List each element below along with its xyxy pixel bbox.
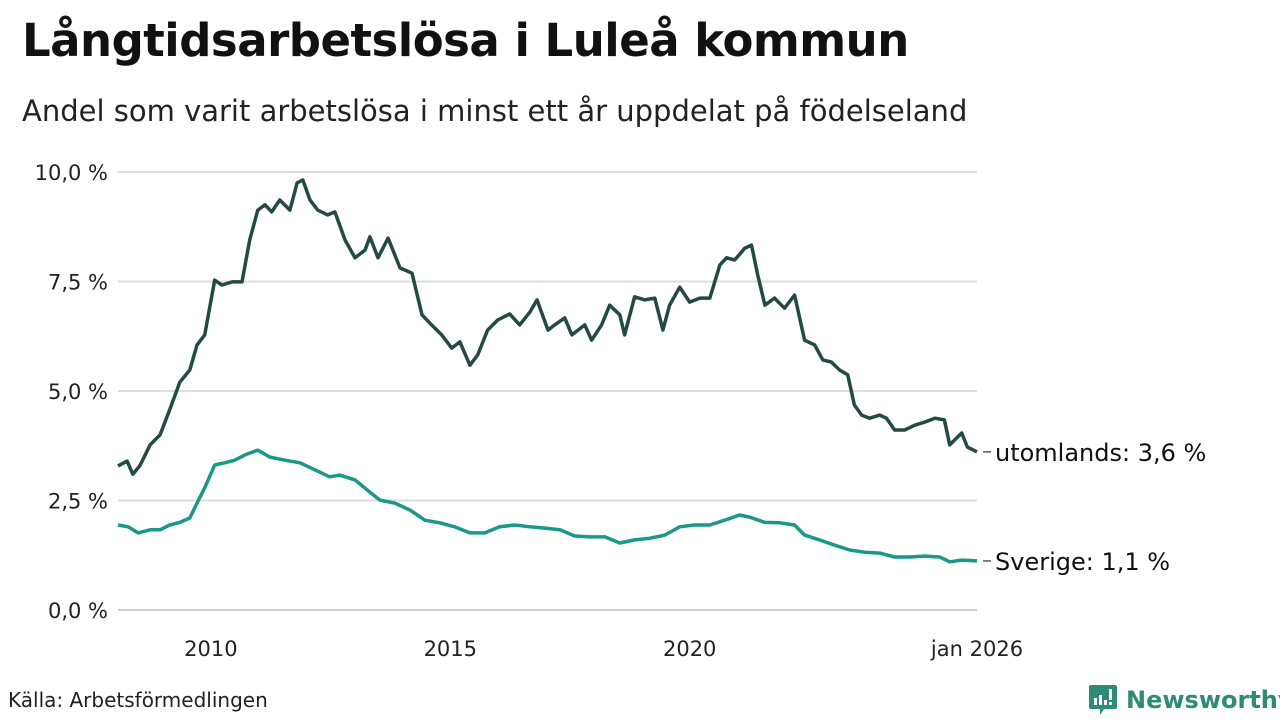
y-tick-label: 0,0 % (48, 599, 108, 623)
y-tick-label: 10,0 % (35, 161, 108, 185)
y-tick-label: 5,0 % (48, 380, 108, 404)
newsworthy-logo-icon (1089, 685, 1117, 715)
chart-subtitle: Andel som varit arbetslösa i minst ett å… (22, 94, 968, 128)
end-label-utomlands: utomlands: 3,6 % (995, 439, 1206, 467)
series-line-utomlands (117, 178, 978, 476)
x-tick-label: jan 2026 (930, 637, 1023, 661)
source-note: Källa: Arbetsförmedlingen (8, 688, 268, 712)
series-end-labels: utomlands: 3,6 % Sverige: 1,1 % (983, 439, 1206, 576)
y-axis-tick-labels: 0,0 % 2,5 % 5,0 % 7,5 % 10,0 % (35, 161, 108, 623)
end-label-sverige: Sverige: 1,1 % (995, 548, 1170, 576)
y-tick-label: 2,5 % (48, 490, 108, 514)
y-tick-label: 7,5 % (48, 271, 108, 295)
x-tick-label: 2015 (424, 637, 477, 661)
newsworthy-logo: Newsworthy (1088, 683, 1280, 717)
x-axis-tick-labels: 2010 2015 2020 jan 2026 (184, 637, 1023, 661)
grid-lines (118, 171, 977, 611)
x-tick-label: 2020 (663, 637, 716, 661)
brand-name: Newsworthy (1126, 686, 1280, 714)
series-lines (117, 178, 978, 564)
series-line-sverige (117, 448, 978, 564)
x-tick-label: 2010 (184, 637, 237, 661)
chart-title: Långtidsarbetslösa i Luleå kommun (22, 14, 909, 67)
